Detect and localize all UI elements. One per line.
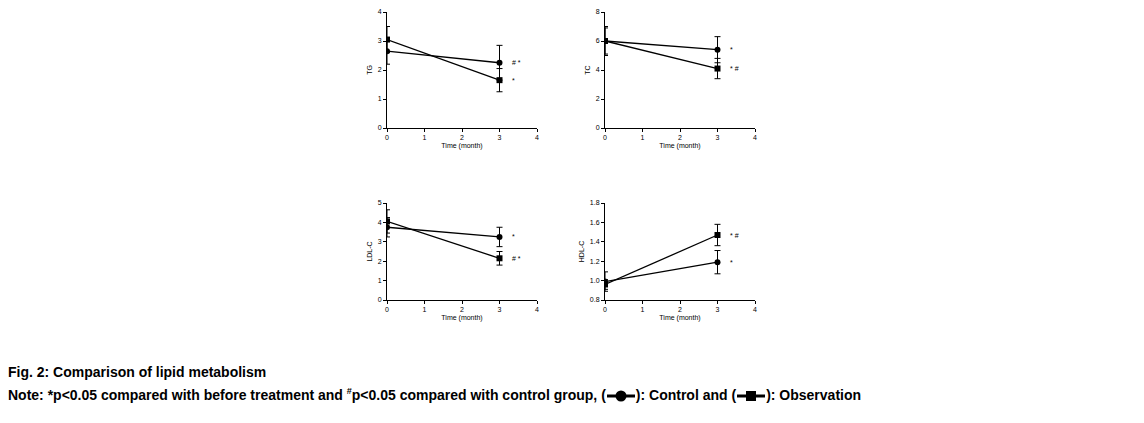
svg-text:0: 0: [596, 124, 600, 131]
html-text:Fig. 2: Comparison of lipid me: Fig. 2: Comparison of lipid metabolism: [8, 364, 267, 380]
svg-text:3: 3: [716, 134, 720, 141]
svg-text:LDL-C: LDL-C: [366, 241, 373, 261]
svg-text:1.2: 1.2: [590, 258, 600, 265]
svg-text:0: 0: [378, 296, 382, 303]
svg-text:TC: TC: [584, 65, 591, 74]
svg-text:4: 4: [753, 134, 757, 141]
svg-text:1: 1: [423, 306, 427, 313]
svg-text:0.8: 0.8: [590, 296, 600, 303]
svg-text:2: 2: [460, 306, 464, 313]
svg-text:1: 1: [378, 95, 382, 102]
svg-text:1: 1: [641, 134, 645, 141]
svg-text:Time (month): Time (month): [441, 142, 482, 150]
svg-text:*: *: [512, 77, 515, 84]
svg-text:HDL-C: HDL-C: [578, 241, 585, 262]
svg-text:4: 4: [378, 8, 382, 15]
svg-text:4: 4: [535, 306, 539, 313]
svg-text:3: 3: [498, 134, 502, 141]
svg-text:1: 1: [641, 306, 645, 313]
svg-text:*: *: [730, 46, 733, 53]
svg-text:4: 4: [378, 219, 382, 226]
svg-text:1.0: 1.0: [590, 277, 600, 284]
svg-text:0: 0: [603, 306, 607, 313]
svg-text:3: 3: [378, 37, 382, 44]
svg-text:4: 4: [535, 134, 539, 141]
svg-text:8: 8: [596, 8, 600, 15]
svg-text:1: 1: [378, 277, 382, 284]
svg-text:3: 3: [716, 306, 720, 313]
html-text:): Observation: ): Observation: [766, 386, 861, 403]
svg-text:4: 4: [753, 306, 757, 313]
svg-text:0: 0: [603, 134, 607, 141]
svg-text:6: 6: [596, 37, 600, 44]
svg-text:* #: * #: [730, 232, 739, 239]
svg-text:2: 2: [678, 306, 682, 313]
svg-text:# *: # *: [512, 255, 521, 262]
svg-text:1.8: 1.8: [590, 199, 600, 206]
svg-text:3: 3: [498, 306, 502, 313]
svg-text:Time (month): Time (month): [659, 314, 700, 322]
svg-text:2: 2: [378, 258, 382, 265]
svg-text:1.4: 1.4: [590, 238, 600, 245]
svg-text:# *: # *: [512, 59, 521, 66]
svg-text:2: 2: [378, 66, 382, 73]
svg-text:1.6: 1.6: [590, 219, 600, 226]
svg-text:Time (month): Time (month): [659, 142, 700, 150]
svg-text:2: 2: [460, 134, 464, 141]
svg-text:*: *: [512, 233, 515, 240]
svg-text:2: 2: [596, 95, 600, 102]
svg-text:Time (month): Time (month): [441, 314, 482, 322]
svg-text:5: 5: [378, 199, 382, 206]
svg-text:2: 2: [678, 134, 682, 141]
html-text:): Control and (: ): Control and (: [635, 386, 737, 403]
svg-text:1: 1: [423, 134, 427, 141]
svg-text:0: 0: [385, 306, 389, 313]
html-text:Note: *p<0.05 compared with be: Note: *p<0.05 compared with before treat…: [8, 386, 606, 403]
svg-text:*: *: [730, 259, 733, 266]
svg-text:TG: TG: [366, 65, 373, 75]
svg-text:4: 4: [596, 66, 600, 73]
svg-text:0: 0: [378, 124, 382, 131]
svg-text:3: 3: [378, 238, 382, 245]
svg-text:* #: * #: [730, 65, 739, 72]
svg-text:0: 0: [385, 134, 389, 141]
